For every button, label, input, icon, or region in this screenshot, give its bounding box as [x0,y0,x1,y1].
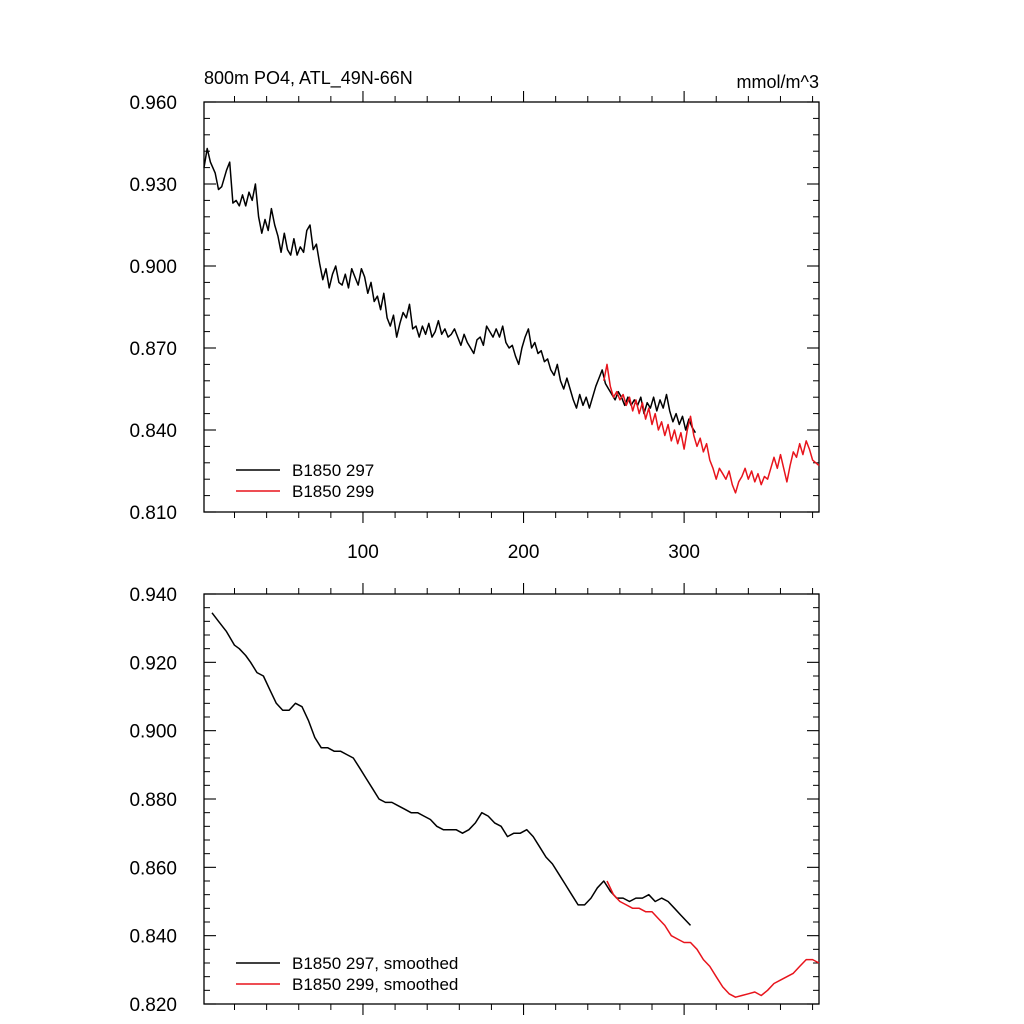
top-series-line-1 [603,363,820,494]
bottom-y-tick-label-6: 0.940 [129,585,177,606]
top-x-tick-label-0: 100 [347,542,379,563]
bottom-y-tick-label-2: 0.860 [129,858,177,879]
top-y-tick-label-5: 0.960 [129,93,177,114]
top-y-tick-label-1: 0.840 [129,421,177,442]
bottom-y-tick-label-0: 0.820 [129,995,177,1016]
bottom-legend-label-1: B1850 299, smoothed [292,975,458,994]
top-x-tick-label-2: 300 [668,542,700,563]
top-ticks [204,91,819,523]
top-series-line-0 [203,147,697,434]
bottom-ticks [204,583,819,1015]
top-series-lines [203,147,820,494]
top-y-tick-label-4: 0.930 [129,175,177,196]
top-panel: 0.810 0.840 0.870 0.900 0.930 0.960 100 200 300… [129,68,820,563]
bottom-series-line-0 [211,612,692,926]
bottom-y-tick-label-4: 0.900 [129,722,177,743]
top-y-tick-labels: 0.810 0.840 0.870 0.900 0.930 0.960 [129,93,177,524]
bottom-legend-label-0: B1850 297, smoothed [292,954,458,973]
top-legend-label-1: B1850 299 [292,482,374,501]
top-x-tick-labels: 100 200 300 [347,542,700,563]
top-y-tick-label-2: 0.870 [129,339,177,360]
bottom-y-tick-label-1: 0.840 [129,927,177,948]
bottom-y-tick-label-3: 0.880 [129,790,177,811]
bottom-y-tick-labels: 0.820 0.840 0.860 0.880 0.900 0.920 0.940 [129,585,177,1016]
top-legend: B1850 297 B1850 299 [236,461,374,501]
bottom-series-line-1 [606,880,820,998]
top-chart-title: 800m PO4, ATL_49N-66N [204,68,413,89]
bottom-panel: 0.820 0.840 0.860 0.880 0.900 0.920 0.940 B185… [129,583,820,1016]
top-y-tick-label-3: 0.900 [129,257,177,278]
top-plot-frame [203,101,820,513]
bottom-series-lines [211,612,820,998]
bottom-y-tick-label-5: 0.920 [129,653,177,674]
top-x-tick-label-1: 200 [508,542,540,563]
bottom-legend: B1850 297, smoothed B1850 299, smoothed [236,954,458,994]
top-legend-label-0: B1850 297 [292,461,374,480]
top-y-tick-label-0: 0.810 [129,503,177,524]
top-chart-units: mmol/m^3 [737,72,819,92]
bottom-plot-frame [203,593,820,1005]
